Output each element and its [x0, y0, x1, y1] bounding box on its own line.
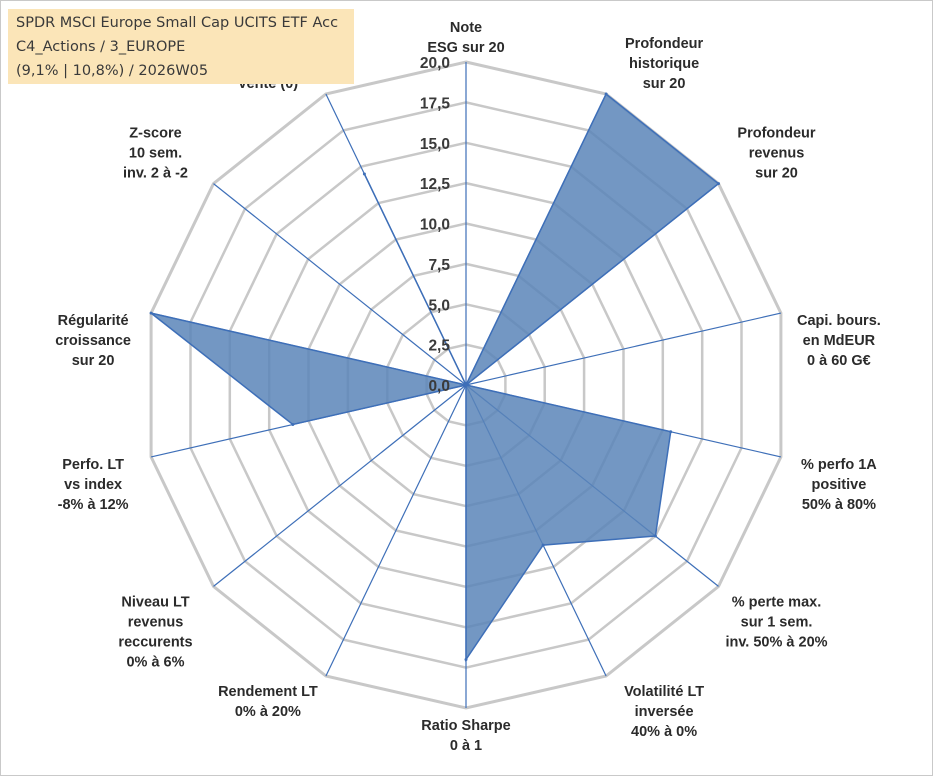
data-point	[669, 430, 673, 434]
axis-spoke	[465, 312, 782, 386]
axis-label: sur 1 sem.	[741, 614, 813, 630]
axis-label: en MdEUR	[803, 333, 876, 349]
data-point	[717, 182, 720, 186]
axis-label: 0% à 20%	[235, 704, 301, 720]
axis-label: sur 20	[72, 353, 115, 369]
axis-label: Niveau LT	[121, 594, 189, 610]
axis-label: Perfo. LT	[62, 457, 124, 473]
axis-label: -8% à 12%	[58, 497, 129, 513]
fund-category: C4_Actions / 3_EUROPE	[16, 39, 186, 55]
tick-label: 0,0	[428, 378, 450, 395]
axis-label: ESG sur 20	[427, 40, 504, 56]
tick-label: 5,0	[428, 297, 450, 314]
axis-label: croissance	[55, 333, 131, 349]
data-point	[541, 543, 545, 547]
axis-label: Rendement LT	[218, 684, 318, 700]
tick-label: 17,5	[420, 95, 451, 112]
axis-label: 10 sem.	[129, 146, 182, 162]
axis-label: Profondeur	[737, 126, 815, 142]
tick-label: 10,0	[420, 217, 450, 234]
data-point	[362, 172, 366, 176]
axis-label: revenus	[749, 146, 805, 162]
fund-stats: (9,1% | 10,8%) / 2026W05	[16, 63, 209, 79]
axis-label: vs index	[64, 477, 122, 493]
data-point	[464, 658, 468, 661]
axis-label: 0 à 1	[450, 738, 482, 754]
axis-label: Capi. bours.	[797, 313, 881, 329]
fund-name: SPDR MSCI Europe Small Cap UCITS ETF Acc	[16, 15, 339, 31]
axis-label: Z-score	[129, 126, 181, 142]
axis-label: revenus	[128, 614, 184, 630]
axis-label: Ratio Sharpe	[421, 718, 510, 734]
data-point	[149, 311, 153, 315]
axis-label: inversée	[635, 704, 694, 720]
data-point	[291, 423, 295, 426]
data-point	[653, 534, 657, 538]
axis-label: Profondeur	[625, 36, 703, 52]
axis-label: Volatilité LT	[624, 684, 704, 700]
axis-spoke	[213, 384, 467, 587]
axis-label: Note	[450, 20, 482, 36]
axis-label: 0% à 6%	[126, 654, 184, 670]
axis-labels: Note ESG sur 20 Profondeur historique sur 20…	[55, 20, 881, 754]
axis-label: sur 20	[643, 76, 686, 92]
series-area	[150, 92, 720, 662]
axis-label: inv. 50% à 20%	[725, 634, 827, 650]
data-point	[464, 383, 468, 387]
tick-label: 20,0	[420, 55, 450, 72]
tick-label: 12,5	[420, 176, 451, 193]
axis-label: inv. 2 à -2	[123, 166, 188, 182]
axis-label: sur 20	[755, 166, 798, 182]
tick-label: 7,5	[428, 257, 450, 274]
radial-ticks: 0,0 2,5 5,0 7,5 10,0 12,5 15,0 17,5 20,0	[420, 55, 451, 395]
axis-spoke	[325, 384, 467, 677]
radar-series	[149, 92, 720, 662]
axis-label: reccurents	[118, 634, 192, 650]
axis-label: 50% à 80%	[802, 497, 876, 513]
fund-info-box: SPDR MSCI Europe Small Cap UCITS ETF Acc…	[8, 9, 354, 84]
axis-label: 0 à 60 G€	[807, 353, 871, 369]
axis-label: % perte max.	[732, 594, 821, 610]
axis-spoke	[213, 183, 467, 386]
tick-label: 15,0	[420, 136, 450, 153]
axis-label: historique	[629, 56, 699, 72]
axis-label: Régularité	[58, 313, 129, 329]
tick-label: 2,5	[428, 338, 450, 355]
axis-label: 40% à 0%	[631, 724, 697, 740]
axis-label: % perfo 1A	[801, 457, 877, 473]
axis-label: positive	[812, 477, 867, 493]
data-point	[604, 92, 608, 96]
